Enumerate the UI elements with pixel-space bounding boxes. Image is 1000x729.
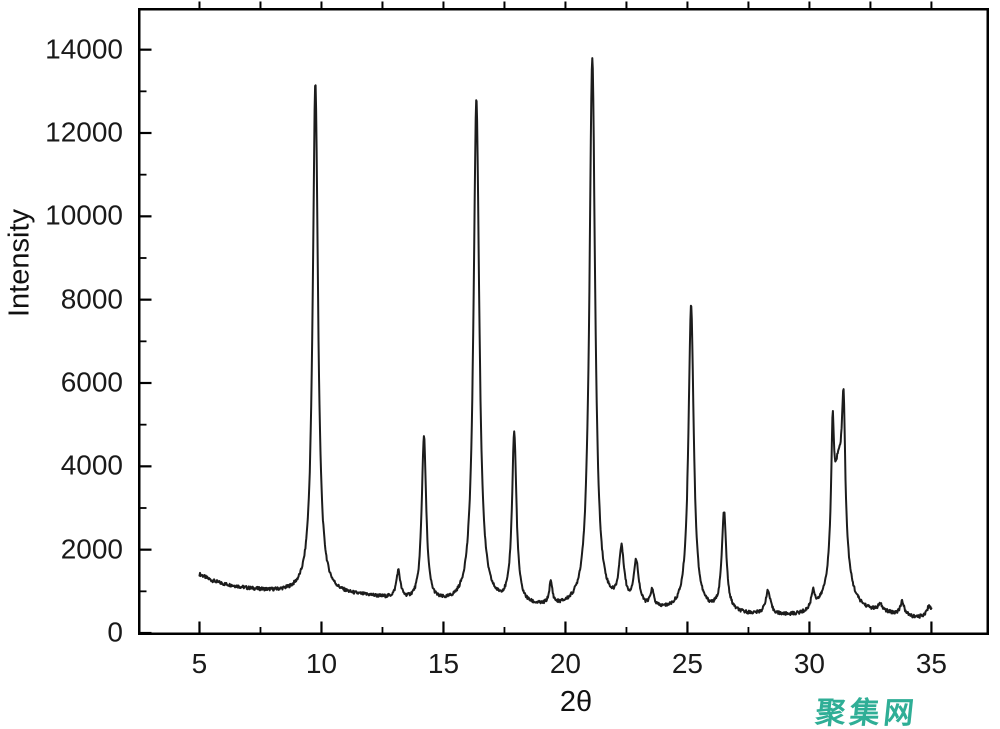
- watermark: 聚集网: [813, 697, 920, 729]
- axis-ticks: [138, 1, 933, 635]
- y-tick-label: 8000: [60, 283, 123, 315]
- x-tick-label: 30: [793, 648, 825, 679]
- xrd-trace: [198, 57, 933, 619]
- x-tick-label: 15: [427, 648, 460, 679]
- x-tick-label: 25: [671, 648, 704, 679]
- y-tick-label: 12000: [45, 116, 123, 148]
- x-tick-label: 10: [305, 648, 338, 679]
- plot-frame: [138, 8, 989, 635]
- y-tick-label: 14000: [45, 33, 123, 65]
- x-tick-label: 35: [915, 648, 947, 679]
- x-tick-label: 20: [549, 648, 582, 679]
- y-tick-label: 2000: [60, 533, 123, 565]
- y-tick-label: 0: [107, 616, 123, 648]
- x-tick-label: 5: [191, 648, 208, 679]
- y-tick-label: 4000: [60, 449, 123, 481]
- y-tick-label: 10000: [45, 199, 123, 231]
- x-axis-title: 2θ: [559, 686, 593, 718]
- y-axis-title: Intensity: [3, 209, 36, 317]
- y-tick-label: 6000: [60, 366, 123, 398]
